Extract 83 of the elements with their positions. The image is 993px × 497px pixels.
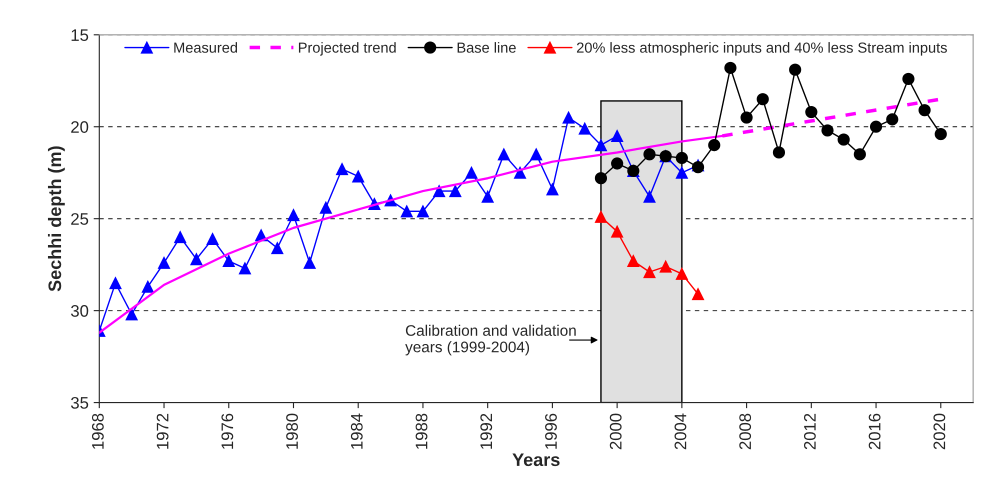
point bbox=[789, 64, 802, 76]
point bbox=[416, 205, 430, 218]
point bbox=[611, 157, 624, 170]
point bbox=[238, 262, 252, 274]
point bbox=[158, 256, 170, 269]
point bbox=[433, 185, 446, 198]
annotation: Calibration and validation years (1999-2004) bbox=[405, 324, 576, 356]
point bbox=[724, 62, 736, 74]
point bbox=[805, 106, 818, 118]
point bbox=[287, 208, 300, 222]
point bbox=[772, 146, 786, 159]
point bbox=[854, 148, 866, 160]
point bbox=[465, 166, 478, 179]
y-tick-label: 25 bbox=[71, 213, 88, 225]
x-tick-label: 2004 bbox=[674, 413, 686, 450]
point bbox=[643, 266, 656, 278]
x-tick-label: 1980 bbox=[286, 414, 298, 449]
point bbox=[352, 170, 364, 182]
x-tick-label: 1976 bbox=[221, 414, 234, 449]
x-tick-label: 1984 bbox=[350, 413, 363, 449]
point bbox=[611, 130, 624, 142]
x-axis-title: Years bbox=[512, 454, 560, 466]
point bbox=[530, 148, 542, 160]
point bbox=[174, 230, 186, 244]
point bbox=[708, 139, 720, 152]
point bbox=[320, 202, 332, 214]
y-axis-title: Sechhi depth (m) bbox=[48, 146, 65, 292]
x-tick-label: 2000 bbox=[610, 414, 622, 450]
legend-label: Base line bbox=[458, 42, 516, 53]
point bbox=[934, 128, 947, 140]
point bbox=[126, 308, 138, 320]
x-tick-label: 2016 bbox=[868, 414, 881, 450]
point bbox=[611, 225, 624, 238]
point bbox=[643, 148, 656, 160]
point bbox=[109, 276, 122, 290]
x-tick-label: 1996 bbox=[545, 414, 557, 449]
point bbox=[692, 288, 704, 300]
point bbox=[660, 260, 672, 273]
x-tick-label: 1972 bbox=[156, 414, 169, 449]
point bbox=[676, 268, 688, 280]
point bbox=[336, 162, 348, 176]
point bbox=[562, 111, 575, 124]
x-tick-label: 2012 bbox=[804, 414, 816, 450]
point bbox=[546, 183, 558, 196]
point bbox=[676, 152, 688, 164]
point bbox=[400, 205, 413, 218]
point bbox=[222, 254, 235, 268]
point bbox=[692, 161, 704, 174]
point bbox=[304, 256, 316, 269]
point bbox=[482, 190, 494, 203]
point bbox=[838, 134, 850, 146]
point bbox=[190, 253, 202, 266]
point bbox=[627, 254, 640, 268]
point bbox=[918, 104, 931, 116]
y-tick-label: 30 bbox=[70, 305, 88, 317]
point bbox=[594, 139, 608, 152]
point bbox=[142, 280, 154, 293]
point bbox=[594, 210, 608, 223]
x-tick-label: 2020 bbox=[933, 414, 946, 450]
point bbox=[902, 72, 914, 85]
legend-label: 20% less atmospheric inputs and 40% less Stream inputs bbox=[576, 42, 947, 56]
y-tick-label: 35 bbox=[70, 396, 88, 409]
point bbox=[821, 124, 834, 136]
point bbox=[676, 166, 688, 179]
x-tick-label: 1992 bbox=[480, 414, 492, 449]
y-tick-label: 20 bbox=[71, 121, 88, 133]
point bbox=[870, 120, 882, 133]
legend-label: Projected trend bbox=[298, 42, 396, 56]
point bbox=[756, 93, 769, 106]
point bbox=[449, 185, 462, 198]
x-tick-label: 1968 bbox=[92, 414, 104, 449]
point bbox=[498, 148, 510, 160]
x-tick-label: 2008 bbox=[739, 414, 752, 450]
x-tick-label: 1988 bbox=[416, 414, 428, 449]
point bbox=[886, 113, 898, 126]
point bbox=[271, 242, 284, 254]
legend-label: Measured bbox=[174, 42, 238, 53]
point bbox=[578, 122, 591, 135]
point bbox=[740, 111, 753, 124]
point bbox=[206, 232, 219, 245]
y-tick-label: 15 bbox=[72, 29, 88, 41]
point bbox=[643, 190, 656, 203]
point bbox=[594, 172, 608, 184]
